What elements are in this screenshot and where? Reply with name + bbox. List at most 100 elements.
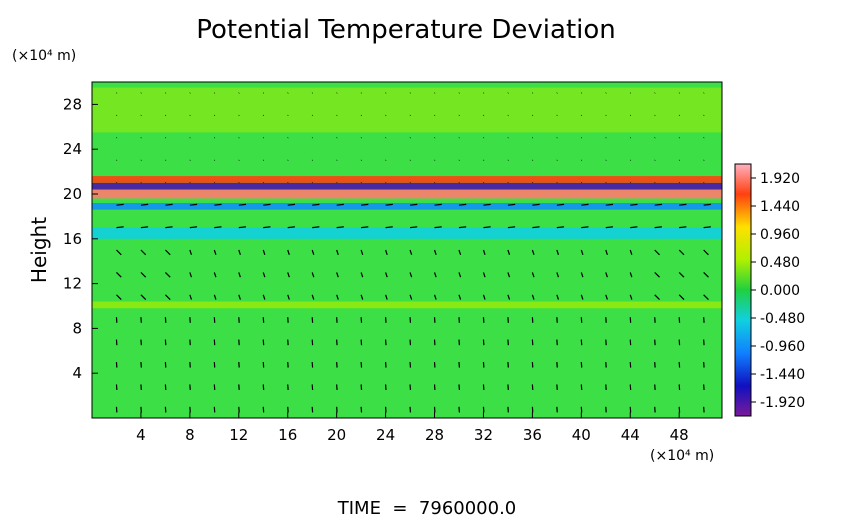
wind-vector <box>189 294 193 300</box>
x-unit-label: (×10⁴ m) <box>650 448 714 464</box>
wind-vector <box>360 272 364 278</box>
wind-vector <box>605 272 608 278</box>
wind-vector <box>361 226 369 229</box>
wind-vector <box>532 203 540 206</box>
wind-vector <box>580 272 584 278</box>
wind-vector <box>507 226 516 229</box>
wind-vector <box>507 272 511 278</box>
wind-vector <box>434 203 442 206</box>
wind-vector <box>532 226 540 229</box>
colorbar-tick-label: 0.480 <box>760 255 800 271</box>
wind-vector <box>507 249 511 255</box>
y-tick-label: 24 <box>63 140 82 158</box>
wind-vector <box>140 203 149 206</box>
wind-vector <box>311 272 315 278</box>
colorbar-tick-label: 1.920 <box>760 171 800 187</box>
wind-vector <box>433 249 437 255</box>
wind-vector <box>336 272 339 278</box>
time-footer: TIME = 7960000.0 <box>337 498 517 519</box>
wind-vector <box>580 294 584 300</box>
wind-vector <box>482 272 486 278</box>
wind-vector <box>263 226 271 229</box>
wind-vector <box>385 294 388 300</box>
wind-vector <box>581 203 589 206</box>
colorbar-tick-label: -0.960 <box>760 339 805 355</box>
wind-vector <box>336 203 344 206</box>
wind-vector <box>433 294 437 300</box>
wind-vector <box>654 249 660 256</box>
wind-vector <box>458 249 462 255</box>
wind-vector <box>409 272 413 278</box>
wind-vector <box>385 226 393 229</box>
wind-vector <box>629 249 633 255</box>
field-bands <box>92 87 722 309</box>
wind-vector <box>605 203 614 206</box>
colorbar-gradient <box>734 163 752 417</box>
wind-vector <box>556 294 560 300</box>
wind-vector <box>482 249 486 255</box>
wind-vector <box>531 294 535 300</box>
wind-vector <box>531 272 535 278</box>
wind-vector <box>507 203 516 206</box>
wind-vector <box>238 226 247 229</box>
wind-vector <box>116 271 122 278</box>
wind-vector <box>581 226 589 229</box>
wind-vector <box>629 294 633 300</box>
wind-vector <box>165 203 173 206</box>
colorbar-tick-label: 1.440 <box>760 199 800 215</box>
wind-vector <box>336 294 339 300</box>
wind-vector <box>287 294 290 300</box>
wind-vector <box>165 226 173 229</box>
wind-vector <box>361 203 369 206</box>
wind-vector <box>409 203 418 206</box>
wind-vector <box>385 249 388 255</box>
wind-vector <box>458 294 462 300</box>
y-axis-label: Height <box>27 217 51 283</box>
wind-vector <box>189 203 198 206</box>
wind-vector <box>189 226 198 229</box>
wind-vector <box>531 249 535 255</box>
wind-vector <box>263 203 271 206</box>
wind-vector <box>116 294 122 301</box>
x-tick-label: 32 <box>474 426 493 444</box>
wind-vector <box>213 294 217 300</box>
wind-vector <box>556 203 565 206</box>
wind-vector <box>287 203 295 206</box>
wind-vector <box>458 226 467 229</box>
wind-vector <box>580 249 584 255</box>
field-band <box>92 182 722 190</box>
wind-vector <box>336 249 339 255</box>
wind-vector <box>238 203 247 206</box>
wind-vector <box>654 226 662 229</box>
wind-vector <box>238 249 241 255</box>
wind-vector <box>164 294 171 301</box>
x-tick-label: 28 <box>425 426 444 444</box>
x-tick-label: 8 <box>185 426 195 444</box>
x-tick-label: 12 <box>229 426 248 444</box>
wind-vector <box>287 272 290 278</box>
wind-vector <box>189 272 193 278</box>
wind-vector <box>654 271 660 278</box>
wind-vector <box>482 294 486 300</box>
wind-vector <box>483 203 491 206</box>
y-tick-label: 4 <box>72 364 82 382</box>
field-band <box>92 189 722 199</box>
wind-vector <box>311 294 315 300</box>
field-band <box>92 176 722 183</box>
wind-vector <box>312 226 320 229</box>
wind-vector <box>678 249 685 256</box>
wind-vector <box>483 226 491 229</box>
wind-vector <box>507 294 511 300</box>
wind-vector <box>140 226 149 229</box>
wind-vector <box>703 203 711 206</box>
wind-vectors <box>115 92 711 413</box>
x-tick-label: 40 <box>572 426 591 444</box>
wind-vector <box>654 203 662 206</box>
wind-vector <box>164 271 171 278</box>
field-band <box>92 301 722 309</box>
wind-vector <box>654 294 660 301</box>
x-tick-label: 20 <box>327 426 346 444</box>
wind-vector <box>556 226 565 229</box>
y-tick-label: 28 <box>63 95 82 113</box>
y-axis: 4 8 12 16 20 24 28 <box>63 95 98 382</box>
